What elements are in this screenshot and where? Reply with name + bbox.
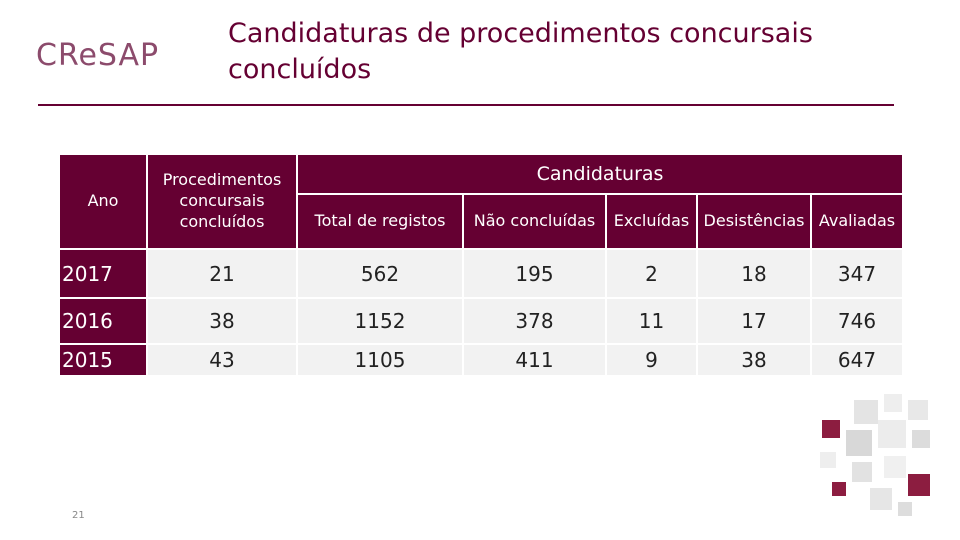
group-header: Candidaturas (298, 155, 902, 193)
column-header: Procedimentos concursais concluídos (148, 155, 296, 248)
column-header: Ano (60, 155, 146, 248)
column-header: Desistências (698, 195, 810, 248)
page-number: 21 (72, 510, 85, 521)
table-cell: 2 (607, 250, 696, 297)
column-header: Não concluídas (464, 195, 605, 248)
table-cell: 43 (148, 345, 296, 375)
table-cell: 38 (698, 345, 810, 375)
table-cell: 11 (607, 299, 696, 343)
title-line: concluídos (228, 54, 372, 85)
table-cell: 1105 (298, 345, 462, 375)
table-cell: 411 (464, 345, 605, 375)
column-header: Avaliadas (812, 195, 902, 248)
table-cell: 17 (698, 299, 810, 343)
column-header: Excluídas (607, 195, 696, 248)
title: Candidaturas de procedimentos concursais… (228, 16, 813, 88)
table-cell: 18 (698, 250, 810, 297)
row-header: 2017 (60, 250, 146, 297)
table-cell: 9 (607, 345, 696, 375)
table-cell: 746 (812, 299, 902, 343)
table-cell: 347 (812, 250, 902, 297)
table-cell: 562 (298, 250, 462, 297)
table-cell: 195 (464, 250, 605, 297)
table-cell: 1152 (298, 299, 462, 343)
table-cell: 38 (148, 299, 296, 343)
table-cell: 647 (812, 345, 902, 375)
title-line: Candidaturas de procedimentos concursais (228, 18, 813, 49)
logo: CReSAP (36, 38, 160, 73)
column-header: Total de registos (298, 195, 462, 248)
row-header: 2015 (60, 345, 146, 375)
decoration (820, 394, 930, 516)
title-rule (38, 104, 894, 106)
table-cell: 21 (148, 250, 296, 297)
row-header: 2016 (60, 299, 146, 343)
table-cell: 378 (464, 299, 605, 343)
